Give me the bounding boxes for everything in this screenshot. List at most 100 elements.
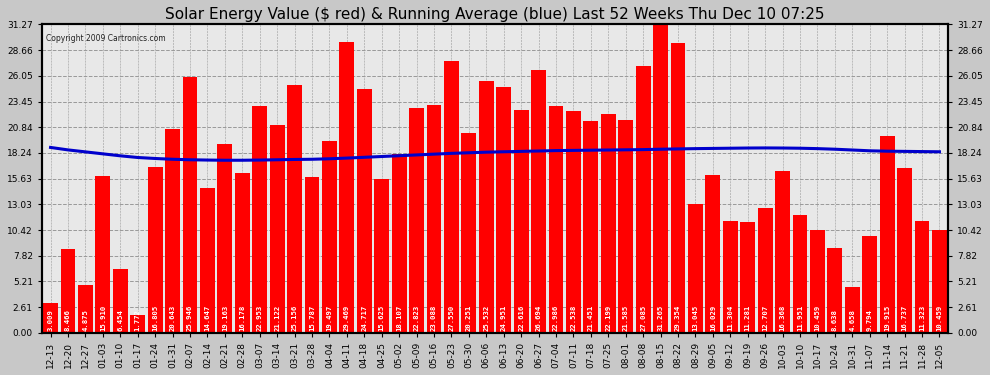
Text: 14.647: 14.647 (204, 305, 211, 331)
Text: 22.986: 22.986 (553, 305, 559, 331)
Bar (218, 144, 233, 333)
Bar (880, 136, 895, 333)
Bar (514, 110, 529, 333)
Bar (182, 77, 197, 333)
Text: 8.638: 8.638 (832, 309, 838, 331)
Text: 22.953: 22.953 (256, 305, 262, 331)
Bar (461, 133, 476, 333)
Text: 4.658: 4.658 (849, 309, 855, 331)
Text: 4.875: 4.875 (82, 309, 88, 331)
Bar (757, 207, 772, 333)
Text: 21.585: 21.585 (623, 305, 629, 331)
Text: 19.497: 19.497 (327, 305, 333, 331)
Bar (653, 24, 668, 333)
Text: 25.946: 25.946 (187, 305, 193, 331)
Text: 11.304: 11.304 (728, 305, 734, 331)
Text: 22.538: 22.538 (570, 305, 576, 331)
Bar (427, 105, 442, 333)
Bar (496, 87, 511, 333)
Bar (810, 230, 825, 333)
Bar (897, 168, 912, 333)
Text: 27.085: 27.085 (641, 305, 646, 331)
Text: 15.787: 15.787 (309, 305, 315, 331)
Bar (392, 154, 407, 333)
Bar (828, 248, 842, 333)
Bar (374, 179, 389, 333)
Text: 13.045: 13.045 (692, 305, 698, 331)
Bar (287, 85, 302, 333)
Text: 21.451: 21.451 (588, 305, 594, 331)
Text: 26.694: 26.694 (536, 305, 542, 331)
Text: 25.156: 25.156 (292, 305, 298, 331)
Text: 20.643: 20.643 (169, 305, 175, 331)
Text: 8.466: 8.466 (65, 309, 71, 331)
Bar (409, 108, 424, 333)
Text: 15.910: 15.910 (100, 305, 106, 331)
Text: 24.717: 24.717 (361, 305, 367, 331)
Bar (148, 167, 162, 333)
Text: 11.281: 11.281 (744, 305, 750, 331)
Bar (340, 42, 354, 333)
Text: 22.616: 22.616 (518, 305, 524, 331)
Text: 10.459: 10.459 (937, 305, 942, 331)
Bar (688, 204, 703, 333)
Text: 18.107: 18.107 (396, 305, 402, 331)
Text: 29.469: 29.469 (344, 305, 349, 331)
Bar (862, 236, 877, 333)
Text: 22.199: 22.199 (605, 305, 611, 331)
Bar (445, 61, 458, 333)
Bar (548, 106, 563, 333)
Text: 16.368: 16.368 (779, 305, 786, 331)
Bar (252, 106, 267, 333)
Bar (305, 177, 320, 333)
Bar (200, 188, 215, 333)
Bar (113, 269, 128, 333)
Text: 23.088: 23.088 (431, 305, 437, 331)
Bar (532, 70, 545, 333)
Bar (636, 66, 650, 333)
Text: 9.794: 9.794 (866, 309, 873, 331)
Text: 16.805: 16.805 (152, 305, 158, 331)
Text: 10.459: 10.459 (815, 305, 821, 331)
Bar (235, 173, 249, 333)
Text: 1.772: 1.772 (135, 309, 141, 331)
Text: 25.532: 25.532 (483, 305, 489, 331)
Bar (165, 129, 180, 333)
Bar (60, 249, 75, 333)
Text: 31.265: 31.265 (657, 305, 663, 331)
Text: 12.707: 12.707 (762, 305, 768, 331)
Title: Solar Energy Value ($ red) & Running Average (blue) Last 52 Weeks Thu Dec 10 07:: Solar Energy Value ($ red) & Running Ave… (165, 7, 825, 22)
Text: 3.009: 3.009 (48, 309, 53, 331)
Text: 16.178: 16.178 (240, 305, 246, 331)
Text: 19.163: 19.163 (222, 305, 228, 331)
Text: 11.323: 11.323 (919, 305, 925, 331)
Bar (793, 215, 808, 333)
Text: 22.823: 22.823 (414, 305, 420, 331)
Text: Copyright 2009 Cartronics.com: Copyright 2009 Cartronics.com (47, 34, 166, 43)
Bar (95, 176, 110, 333)
Text: 16.737: 16.737 (902, 305, 908, 331)
Bar (915, 221, 930, 333)
Text: 21.122: 21.122 (274, 305, 280, 331)
Text: 11.951: 11.951 (797, 305, 803, 331)
Text: 29.354: 29.354 (675, 305, 681, 331)
Bar (322, 141, 337, 333)
Bar (775, 171, 790, 333)
Bar (844, 287, 859, 333)
Bar (706, 175, 721, 333)
Bar (566, 111, 581, 333)
Bar (44, 303, 58, 333)
Bar (670, 44, 685, 333)
Bar (479, 81, 494, 333)
Bar (131, 315, 146, 333)
Text: 16.029: 16.029 (710, 305, 716, 331)
Bar (741, 222, 755, 333)
Text: 24.951: 24.951 (501, 305, 507, 331)
Text: 15.625: 15.625 (379, 305, 385, 331)
Text: 27.550: 27.550 (448, 305, 454, 331)
Bar (78, 285, 93, 333)
Bar (619, 120, 634, 333)
Bar (269, 124, 284, 333)
Text: 19.915: 19.915 (884, 305, 890, 331)
Bar (356, 89, 371, 333)
